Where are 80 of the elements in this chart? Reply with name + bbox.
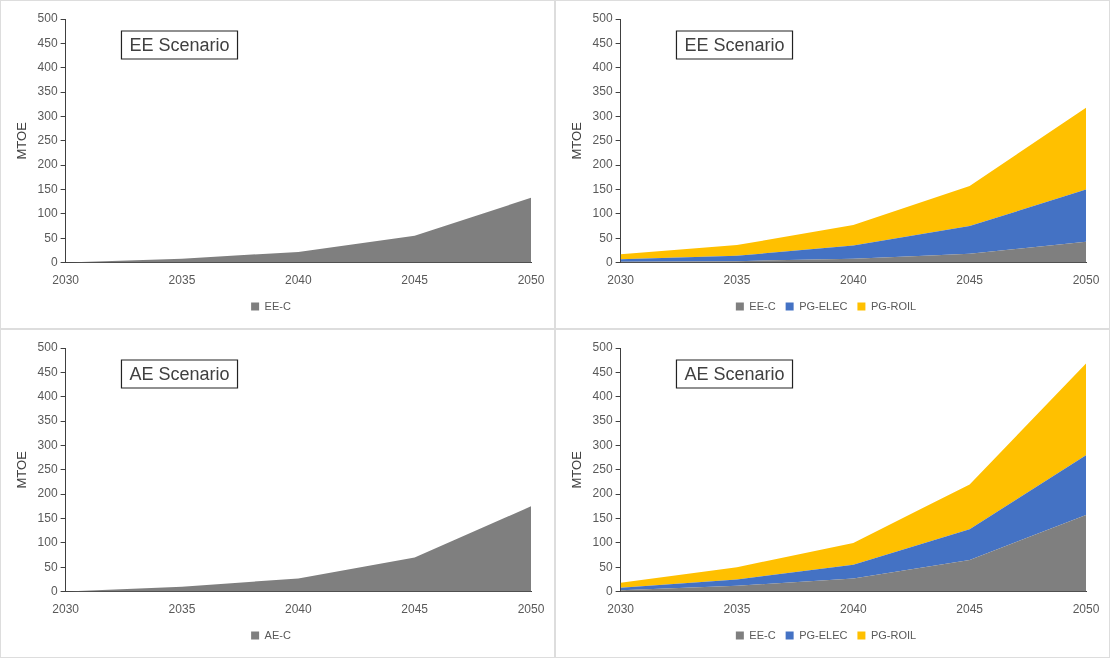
- x-tick-label: 2040: [284, 602, 312, 617]
- text: EE Scenario: [129, 34, 230, 55]
- y-tick-label: 200: [592, 486, 613, 501]
- x-tick-label: 2050: [1072, 273, 1100, 288]
- legend-label: EE-C: [749, 628, 776, 641]
- y-tick-label: 50: [44, 559, 58, 574]
- y-tick-label: 450: [37, 35, 58, 50]
- x-tick-label: 2045: [401, 602, 429, 617]
- y-tick-label: 250: [592, 133, 613, 148]
- y-tick-label: 350: [37, 84, 58, 99]
- x-tick-label: 2030: [607, 602, 635, 617]
- y-tick-label: 300: [592, 108, 613, 123]
- y-tick-label: 100: [37, 206, 58, 221]
- x-tick-label: 2040: [839, 273, 867, 288]
- y-tick-label: 250: [37, 462, 58, 477]
- y-axis-title: MTOE: [14, 450, 30, 489]
- y-tick-label: 500: [592, 11, 613, 26]
- y-tick-label: 100: [592, 535, 613, 550]
- text: AE Scenario: [684, 363, 785, 384]
- y-tick-label: 200: [592, 157, 613, 172]
- x-tick-label: 2035: [723, 602, 751, 617]
- text: AE Scenario: [129, 363, 230, 384]
- x-tick-label: 2045: [956, 273, 984, 288]
- y-tick-label: 250: [592, 462, 613, 477]
- y-tick-label: 450: [592, 35, 613, 50]
- legend-label: EE-C: [749, 299, 776, 312]
- y-tick-label: 500: [37, 11, 58, 26]
- y-tick-label: 350: [592, 84, 613, 99]
- x-tick-label: 2030: [52, 602, 80, 617]
- x-tick-label: 2045: [956, 602, 984, 617]
- y-axis-title: MTOE: [569, 121, 585, 160]
- legend-label: EE-C: [264, 299, 291, 312]
- y-axis-title: MTOE: [14, 121, 30, 160]
- y-tick-label: 400: [592, 60, 613, 75]
- text: EE Scenario: [684, 34, 785, 55]
- legend-label: PG-ROIL: [870, 628, 917, 641]
- legend-label: AE-C: [264, 628, 291, 641]
- y-tick-label: 300: [592, 437, 613, 452]
- y-tick-label: 0: [50, 254, 58, 269]
- y-tick-label: 200: [37, 486, 58, 501]
- y-tick-label: 100: [37, 535, 58, 550]
- legend-label: PG-ELEC: [799, 628, 848, 641]
- y-tick-label: 200: [37, 157, 58, 172]
- y-tick-label: 400: [37, 60, 58, 75]
- x-tick-label: 2040: [284, 273, 312, 288]
- y-tick-label: 450: [592, 364, 613, 379]
- y-tick-label: 450: [37, 364, 58, 379]
- y-tick-label: 50: [599, 230, 613, 245]
- legend-label: PG-ELEC: [799, 299, 848, 312]
- y-tick-label: 400: [592, 389, 613, 404]
- x-tick-label: 2030: [607, 273, 635, 288]
- x-tick-label: 2040: [839, 602, 867, 617]
- y-tick-label: 500: [37, 340, 58, 355]
- x-tick-label: 2035: [168, 602, 196, 617]
- y-tick-label: 150: [37, 181, 58, 196]
- y-tick-label: 400: [37, 389, 58, 404]
- x-tick-label: 2030: [52, 273, 80, 288]
- y-axis-title: MTOE: [569, 450, 585, 489]
- y-tick-label: 250: [37, 133, 58, 148]
- x-tick-label: 2045: [401, 273, 429, 288]
- y-tick-label: 500: [592, 340, 613, 355]
- y-tick-label: 350: [37, 413, 58, 428]
- y-tick-label: 150: [592, 510, 613, 525]
- y-tick-label: 300: [37, 108, 58, 123]
- x-tick-label: 2050: [1072, 602, 1100, 617]
- x-tick-label: 2035: [723, 273, 751, 288]
- y-tick-label: 0: [605, 583, 613, 598]
- y-tick-label: 350: [592, 413, 613, 428]
- y-tick-label: 150: [592, 181, 613, 196]
- y-tick-label: 50: [44, 230, 58, 245]
- y-tick-label: 0: [605, 254, 613, 269]
- x-tick-label: 2035: [168, 273, 196, 288]
- x-tick-label: 2050: [517, 602, 545, 617]
- legend-label: PG-ROIL: [870, 299, 917, 312]
- y-tick-label: 100: [592, 206, 613, 221]
- x-tick-label: 2050: [517, 273, 545, 288]
- y-tick-label: 150: [37, 510, 58, 525]
- y-tick-label: 0: [50, 583, 58, 598]
- y-tick-label: 300: [37, 437, 58, 452]
- y-tick-label: 50: [599, 559, 613, 574]
